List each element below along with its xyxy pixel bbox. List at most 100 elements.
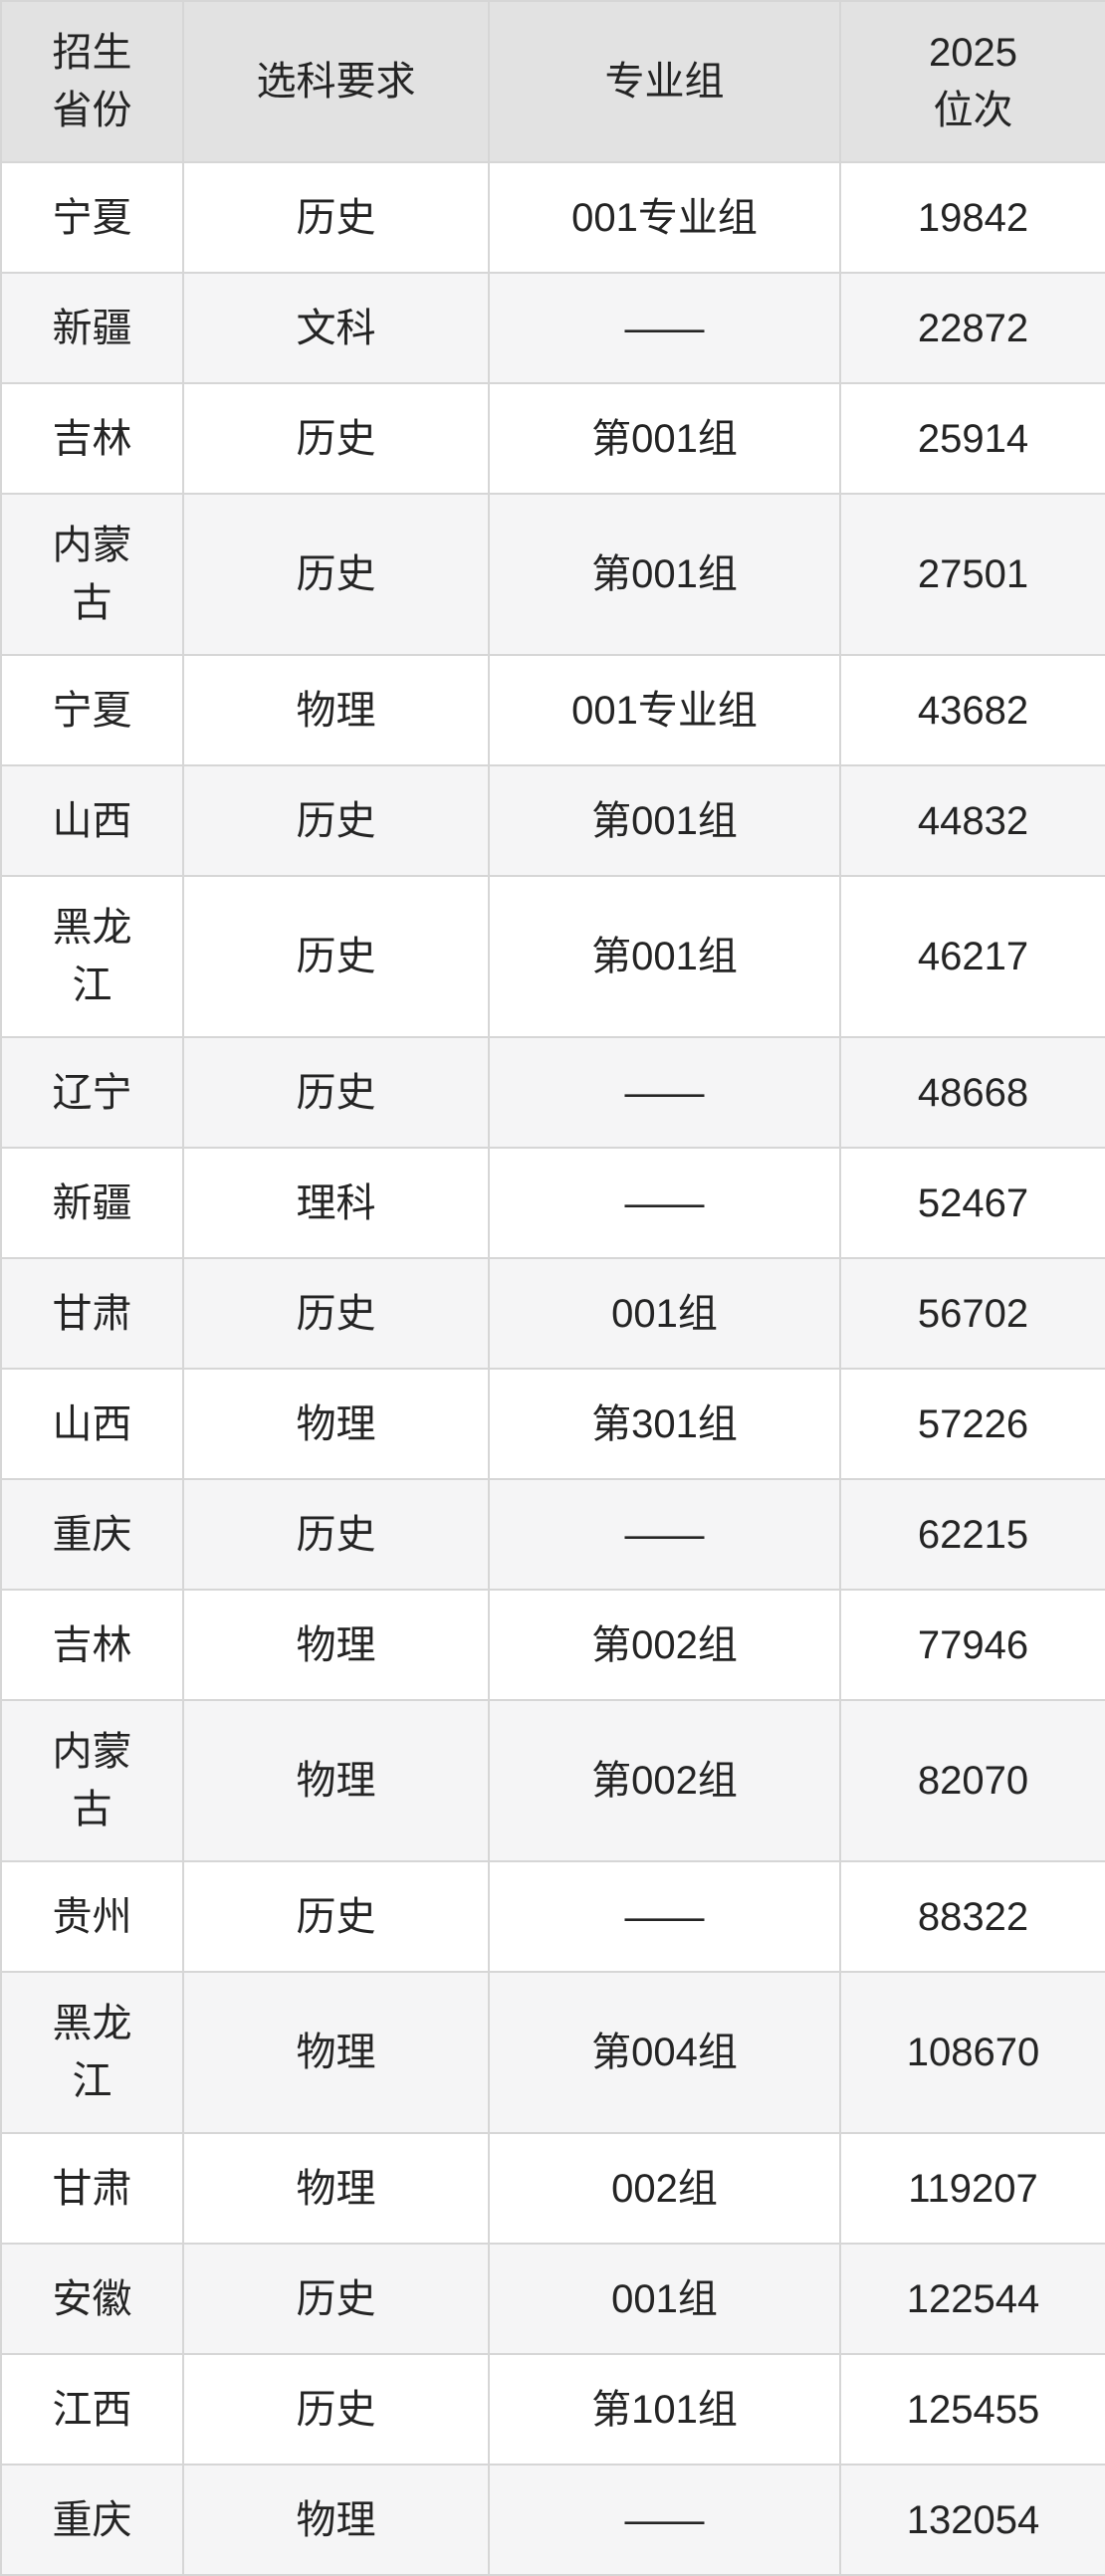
cell-subject: 物理 [182, 1699, 490, 1862]
cell-group: —— [488, 1147, 841, 1259]
cell-province: 新疆 [0, 272, 184, 384]
cell-subject: 理科 [182, 1147, 490, 1259]
table-row: 内蒙 古历史 第001组 27501 [0, 493, 1105, 656]
cell-rank: 44832 [839, 764, 1105, 877]
table-row: 重庆 物理 —— 132054 [0, 2464, 1105, 2576]
table-row: 黑龙 江物理 第004组 108670 [0, 1971, 1105, 2134]
table-row: 新疆 理科 —— 52467 [0, 1147, 1105, 1259]
column-header-subject: 选科要求 [182, 0, 490, 163]
cell-group: —— [488, 1860, 841, 1973]
table-row: 甘肃 历史 001组 56702 [0, 1257, 1105, 1370]
cell-subject: 物理 [182, 1368, 490, 1480]
cell-province: 黑龙 江 [0, 1971, 184, 2134]
cell-rank: 27501 [839, 493, 1105, 656]
cell-rank: 77946 [839, 1589, 1105, 1701]
cell-subject: 物理 [182, 654, 490, 766]
cell-province: 新疆 [0, 1147, 184, 1259]
cell-group: 第001组 [488, 382, 841, 495]
cell-group: 001组 [488, 1257, 841, 1370]
cell-subject: 历史 [182, 1860, 490, 1973]
cell-group: —— [488, 272, 841, 384]
column-header-rank: 2025 位次 [839, 0, 1105, 163]
cell-group: 001专业组 [488, 161, 841, 274]
table-row: 辽宁 历史 —— 48668 [0, 1036, 1105, 1149]
column-header-group: 专业组 [488, 0, 841, 163]
cell-subject: 历史 [182, 1257, 490, 1370]
cell-group: 第301组 [488, 1368, 841, 1480]
cell-subject: 历史 [182, 161, 490, 274]
cell-province: 内蒙 古 [0, 493, 184, 656]
cell-province: 宁夏 [0, 161, 184, 274]
cell-rank: 108670 [839, 1971, 1105, 2134]
table-row: 宁夏 历史 001专业组 19842 [0, 161, 1105, 274]
cell-rank: 56702 [839, 1257, 1105, 1370]
cell-group: 第001组 [488, 764, 841, 877]
table-row: 山西 历史 第001组 44832 [0, 764, 1105, 877]
cell-rank: 125455 [839, 2353, 1105, 2466]
cell-rank: 119207 [839, 2132, 1105, 2245]
cell-province: 重庆 [0, 2464, 184, 2576]
cell-rank: 62215 [839, 1478, 1105, 1591]
cell-group: 第001组 [488, 493, 841, 656]
cell-rank: 19842 [839, 161, 1105, 274]
cell-province: 甘肃 [0, 2132, 184, 2245]
table-row: 新疆 文科 —— 22872 [0, 272, 1105, 384]
cell-rank: 22872 [839, 272, 1105, 384]
cell-rank: 57226 [839, 1368, 1105, 1480]
table-row: 重庆 历史 —— 62215 [0, 1478, 1105, 1591]
cell-rank: 132054 [839, 2464, 1105, 2576]
cell-subject: 历史 [182, 2353, 490, 2466]
cell-rank: 122544 [839, 2243, 1105, 2355]
cell-rank: 82070 [839, 1699, 1105, 1862]
cell-province: 辽宁 [0, 1036, 184, 1149]
table-row: 宁夏 物理 001专业组 43682 [0, 654, 1105, 766]
cell-group: 第002组 [488, 1589, 841, 1701]
cell-province: 江西 [0, 2353, 184, 2466]
table-row: 内蒙 古物理 第002组 82070 [0, 1699, 1105, 1862]
table-row: 吉林 物理 第002组 77946 [0, 1589, 1105, 1701]
cell-group: —— [488, 1478, 841, 1591]
table-row: 江西 历史 第101组 125455 [0, 2353, 1105, 2466]
cell-province: 安徽 [0, 2243, 184, 2355]
table-row: 吉林 历史 第001组 25914 [0, 382, 1105, 495]
cell-subject: 物理 [182, 2464, 490, 2576]
cell-subject: 历史 [182, 1036, 490, 1149]
cell-province: 山西 [0, 764, 184, 877]
cell-subject: 文科 [182, 272, 490, 384]
cell-group: 第001组 [488, 875, 841, 1038]
cell-subject: 历史 [182, 764, 490, 877]
cell-subject: 物理 [182, 2132, 490, 2245]
cell-group: 001专业组 [488, 654, 841, 766]
table-row: 甘肃 物理 002组 119207 [0, 2132, 1105, 2245]
table-row: 山西 物理 第301组 57226 [0, 1368, 1105, 1480]
cell-subject: 物理 [182, 1971, 490, 2134]
cell-rank: 46217 [839, 875, 1105, 1038]
cell-rank: 43682 [839, 654, 1105, 766]
cell-subject: 历史 [182, 875, 490, 1038]
cell-rank: 88322 [839, 1860, 1105, 1973]
cell-group: 第002组 [488, 1699, 841, 1862]
cell-subject: 历史 [182, 1478, 490, 1591]
cell-province: 甘肃 [0, 1257, 184, 1370]
cell-province: 宁夏 [0, 654, 184, 766]
cell-group: 001组 [488, 2243, 841, 2355]
header-row: 招生 省份 选科要求 专业组 2025 位次 [0, 0, 1105, 163]
cell-group: 002组 [488, 2132, 841, 2245]
table-row: 安徽 历史 001组 122544 [0, 2243, 1105, 2355]
cell-province: 黑龙 江 [0, 875, 184, 1038]
table-row: 贵州 历史 —— 88322 [0, 1860, 1105, 1973]
table-row: 黑龙 江历史 第001组 46217 [0, 875, 1105, 1038]
cell-province: 重庆 [0, 1478, 184, 1591]
cell-province: 吉林 [0, 382, 184, 495]
cell-subject: 历史 [182, 2243, 490, 2355]
cell-rank: 52467 [839, 1147, 1105, 1259]
cell-rank: 48668 [839, 1036, 1105, 1149]
cell-province: 内蒙 古 [0, 1699, 184, 1862]
cell-group: 第101组 [488, 2353, 841, 2466]
cell-province: 吉林 [0, 1589, 184, 1701]
cell-subject: 历史 [182, 493, 490, 656]
cell-rank: 25914 [839, 382, 1105, 495]
cell-province: 山西 [0, 1368, 184, 1480]
cell-group: —— [488, 2464, 841, 2576]
